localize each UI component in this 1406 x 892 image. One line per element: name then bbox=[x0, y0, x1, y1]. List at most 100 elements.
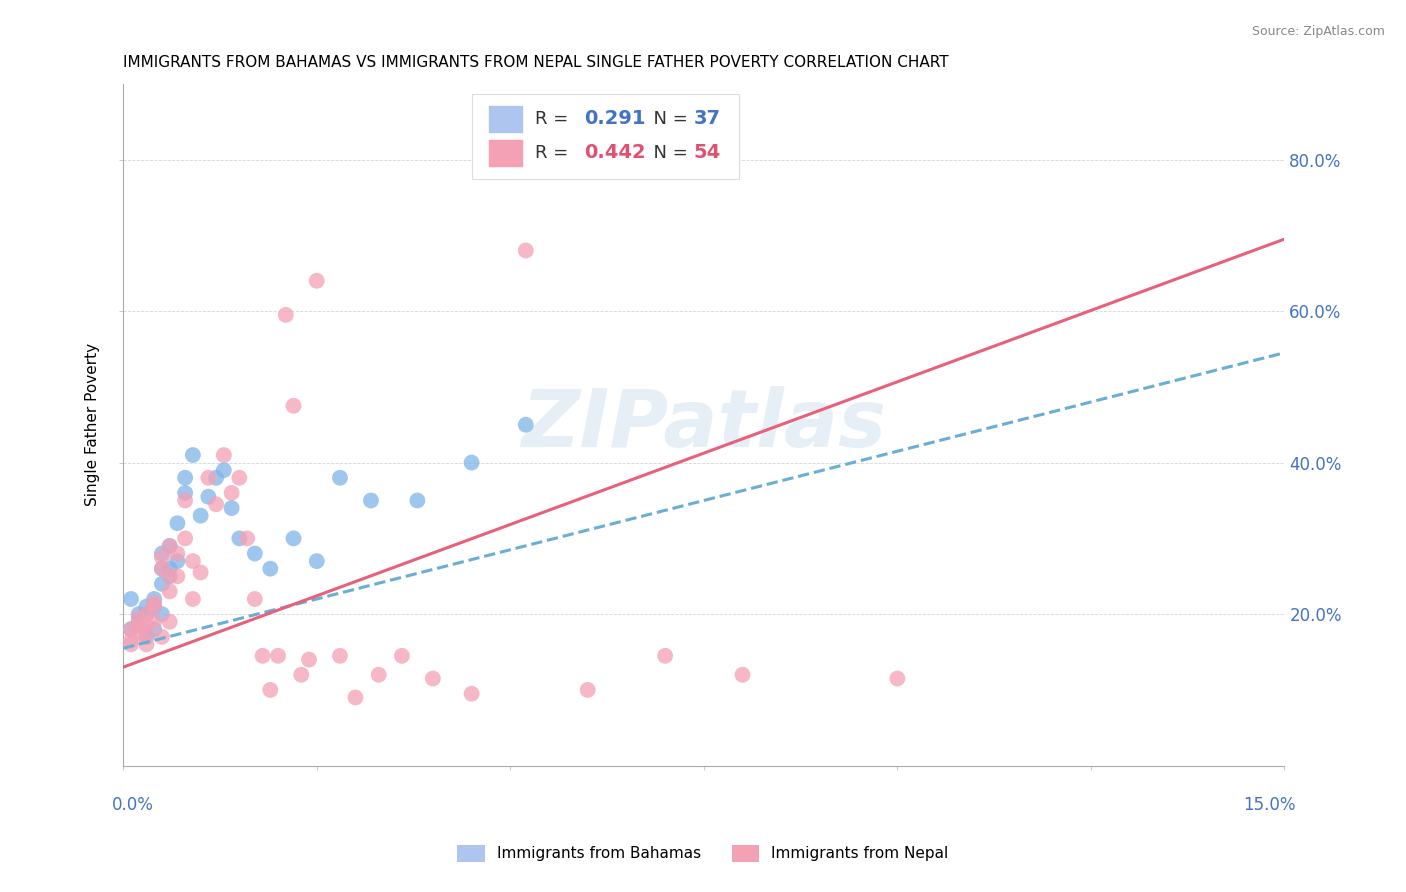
Point bbox=[181, 592, 204, 607]
Text: R =: R = bbox=[536, 110, 575, 128]
Point bbox=[267, 648, 290, 663]
Point bbox=[143, 615, 166, 629]
Point bbox=[205, 471, 228, 485]
Point bbox=[135, 618, 157, 632]
Text: 37: 37 bbox=[693, 109, 720, 128]
Point bbox=[135, 607, 157, 621]
Point bbox=[243, 547, 266, 561]
Point bbox=[329, 648, 352, 663]
Point bbox=[283, 399, 305, 413]
Point bbox=[150, 630, 173, 644]
Point bbox=[159, 562, 181, 576]
Point bbox=[228, 532, 250, 546]
Point bbox=[174, 493, 197, 508]
Point bbox=[135, 599, 157, 614]
Point bbox=[298, 652, 321, 666]
Point bbox=[460, 687, 482, 701]
Text: 0.0%: 0.0% bbox=[111, 797, 153, 814]
Point bbox=[515, 244, 537, 258]
Point bbox=[143, 622, 166, 636]
Point bbox=[654, 648, 676, 663]
Point bbox=[120, 633, 142, 648]
Point bbox=[120, 622, 142, 636]
Point bbox=[166, 516, 188, 531]
Text: N =: N = bbox=[643, 110, 693, 128]
Point bbox=[120, 637, 142, 651]
Point bbox=[283, 532, 305, 546]
Point bbox=[159, 539, 181, 553]
Point bbox=[422, 672, 444, 686]
Point bbox=[159, 539, 181, 553]
Point bbox=[305, 554, 328, 568]
Point bbox=[221, 486, 243, 500]
Point bbox=[159, 584, 181, 599]
Point bbox=[344, 690, 367, 705]
Point bbox=[221, 501, 243, 516]
Text: 0.291: 0.291 bbox=[585, 109, 645, 128]
Point bbox=[143, 592, 166, 607]
Text: 15.0%: 15.0% bbox=[1243, 797, 1296, 814]
Point bbox=[174, 471, 197, 485]
Point bbox=[135, 630, 157, 644]
Text: Source: ZipAtlas.com: Source: ZipAtlas.com bbox=[1251, 25, 1385, 38]
Point bbox=[886, 672, 908, 686]
Point bbox=[166, 547, 188, 561]
Bar bbox=[489, 140, 522, 166]
Point bbox=[120, 622, 142, 636]
Point bbox=[197, 490, 219, 504]
Point bbox=[159, 569, 181, 583]
Point bbox=[367, 667, 389, 681]
Point bbox=[128, 618, 150, 632]
Point bbox=[190, 508, 212, 523]
Point bbox=[135, 626, 157, 640]
Point bbox=[228, 471, 250, 485]
Point bbox=[243, 592, 266, 607]
Point bbox=[174, 532, 197, 546]
Point bbox=[731, 667, 754, 681]
Point bbox=[305, 274, 328, 288]
Point bbox=[143, 599, 166, 614]
Y-axis label: Single Father Poverty: Single Father Poverty bbox=[86, 343, 100, 507]
FancyBboxPatch shape bbox=[471, 94, 738, 179]
Point bbox=[406, 493, 429, 508]
Point bbox=[181, 448, 204, 462]
Point bbox=[128, 607, 150, 621]
Text: IMMIGRANTS FROM BAHAMAS VS IMMIGRANTS FROM NEPAL SINGLE FATHER POVERTY CORRELATI: IMMIGRANTS FROM BAHAMAS VS IMMIGRANTS FR… bbox=[124, 55, 949, 70]
Point bbox=[150, 577, 173, 591]
Point bbox=[150, 550, 173, 565]
Text: ZIPatlas: ZIPatlas bbox=[522, 385, 886, 464]
Point bbox=[120, 592, 142, 607]
Bar bbox=[489, 105, 522, 131]
Point bbox=[143, 599, 166, 614]
Text: R =: R = bbox=[536, 144, 575, 161]
Point bbox=[159, 569, 181, 583]
Point bbox=[259, 562, 281, 576]
Point bbox=[236, 532, 259, 546]
Point bbox=[205, 497, 228, 511]
Point bbox=[135, 637, 157, 651]
Point bbox=[329, 471, 352, 485]
Point bbox=[159, 615, 181, 629]
Point bbox=[197, 471, 219, 485]
Text: 54: 54 bbox=[693, 144, 721, 162]
Point bbox=[128, 611, 150, 625]
Point bbox=[576, 682, 599, 697]
Point bbox=[460, 456, 482, 470]
Point bbox=[128, 626, 150, 640]
Point bbox=[274, 308, 297, 322]
Point bbox=[391, 648, 413, 663]
Legend: Immigrants from Bahamas, Immigrants from Nepal: Immigrants from Bahamas, Immigrants from… bbox=[451, 838, 955, 868]
Point bbox=[135, 607, 157, 621]
Point bbox=[166, 554, 188, 568]
Point bbox=[150, 562, 173, 576]
Point bbox=[290, 667, 312, 681]
Point bbox=[181, 554, 204, 568]
Point bbox=[252, 648, 274, 663]
Text: N =: N = bbox=[643, 144, 693, 161]
Point bbox=[484, 137, 506, 152]
Point bbox=[212, 463, 235, 477]
Point bbox=[166, 569, 188, 583]
Point bbox=[174, 486, 197, 500]
Point bbox=[150, 607, 173, 621]
Point bbox=[259, 682, 281, 697]
